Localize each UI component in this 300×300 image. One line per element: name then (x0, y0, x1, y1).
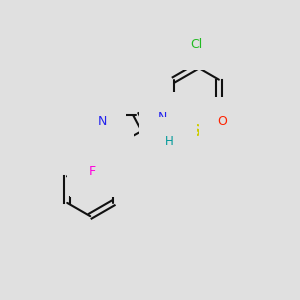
Text: H: H (165, 135, 174, 148)
Text: N: N (98, 115, 107, 128)
Text: N: N (158, 111, 168, 124)
Text: S: S (191, 124, 202, 139)
Text: N: N (106, 146, 115, 159)
Text: O: O (168, 142, 178, 155)
Text: Cl: Cl (190, 38, 202, 51)
Text: F: F (89, 165, 96, 178)
Text: O: O (218, 116, 227, 128)
Text: Cl: Cl (86, 164, 98, 177)
